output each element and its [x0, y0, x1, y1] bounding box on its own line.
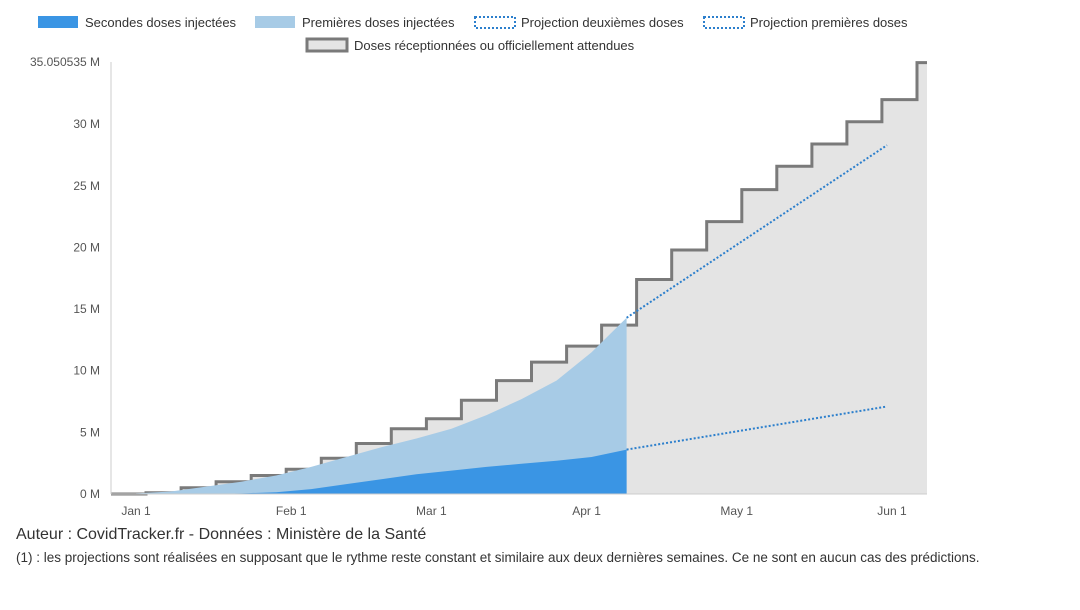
- legend-swatch: [703, 16, 745, 29]
- x-tick-label: Feb 1: [276, 504, 307, 518]
- legend-swatch: [305, 37, 349, 53]
- legend-swatch: [255, 16, 295, 28]
- legend-swatch: [474, 16, 516, 29]
- y-tick-label: 5 M: [80, 425, 100, 439]
- x-tick-label: Apr 1: [572, 504, 601, 518]
- y-tick-label: 20 M: [73, 240, 100, 254]
- y-tick-label: 35.050535 M: [30, 55, 100, 69]
- x-tick-label: May 1: [720, 504, 753, 518]
- projection-footnote: (1) : les projections sont réalisées en …: [16, 550, 980, 565]
- x-tick-label: Mar 1: [416, 504, 447, 518]
- x-tick-label: Jan 1: [121, 504, 151, 518]
- x-tick-label: Jun 1: [877, 504, 907, 518]
- first-doses-projection-line: [626, 144, 888, 319]
- legend-label: Secondes doses injectées: [85, 15, 237, 30]
- y-tick-label: 30 M: [73, 117, 100, 131]
- author-credit: Auteur : CovidTracker.fr - Données : Min…: [16, 526, 427, 543]
- legend-swatch: [38, 16, 78, 28]
- first-doses-area: [136, 317, 627, 494]
- legend-label: Doses réceptionnées ou officiellement at…: [354, 38, 635, 53]
- plot-areas: [111, 61, 927, 496]
- y-tick-label: 15 M: [73, 302, 100, 316]
- y-axis-ticks: 0 M 5 M 10 M 15 M 20 M 25 M 30 M 35.050535 M: [30, 55, 100, 501]
- legend-label: Premières doses injectées: [302, 15, 455, 30]
- legend-label: Projection premières doses: [750, 15, 908, 30]
- second-doses-area: [136, 449, 627, 494]
- received-doses-step-line: [111, 61, 927, 496]
- y-tick-label: 0 M: [80, 487, 100, 501]
- received-doses-area: [111, 62, 927, 494]
- legend-label: Projection deuxièmes doses: [521, 15, 684, 30]
- vaccination-chart: Secondes doses injectées Premières doses …: [30, 15, 927, 518]
- x-axis-ticks: Jan 1 Feb 1 Mar 1 Apr 1 May 1 Jun 1: [121, 504, 907, 518]
- chart-legend: Secondes doses injectées Premières doses …: [38, 15, 908, 53]
- chart-axes: [110, 62, 927, 495]
- y-tick-label: 25 M: [73, 179, 100, 193]
- y-tick-label: 10 M: [73, 364, 100, 378]
